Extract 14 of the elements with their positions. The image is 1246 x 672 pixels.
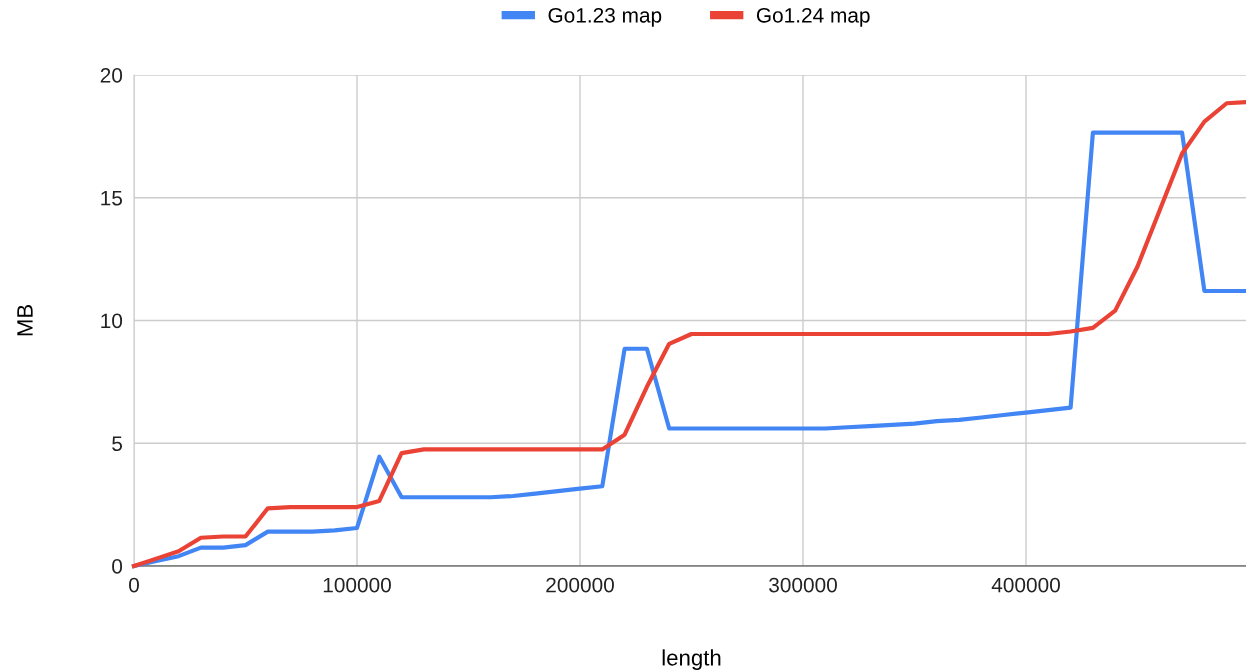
x-tick-label: 300000 <box>769 577 837 593</box>
legend-label: Go1.24 map <box>756 7 870 27</box>
y-tick-label: 15 <box>101 190 123 206</box>
y-tick-label: 20 <box>100 68 123 83</box>
x-tick-label: 0 <box>129 577 139 593</box>
y-tick-label: 10 <box>101 313 123 329</box>
y-tick-label: 0 <box>112 559 123 574</box>
x-tick-label: 100000 <box>323 577 391 593</box>
y-axis-title: MB <box>17 305 33 336</box>
y-tick-label: 5 <box>112 436 123 451</box>
legend-label: Go1.23 map <box>548 7 662 27</box>
x-tick-label: 200000 <box>546 577 614 593</box>
x-tick-label: 400000 <box>991 577 1060 593</box>
x-axis-title: length <box>662 649 721 671</box>
